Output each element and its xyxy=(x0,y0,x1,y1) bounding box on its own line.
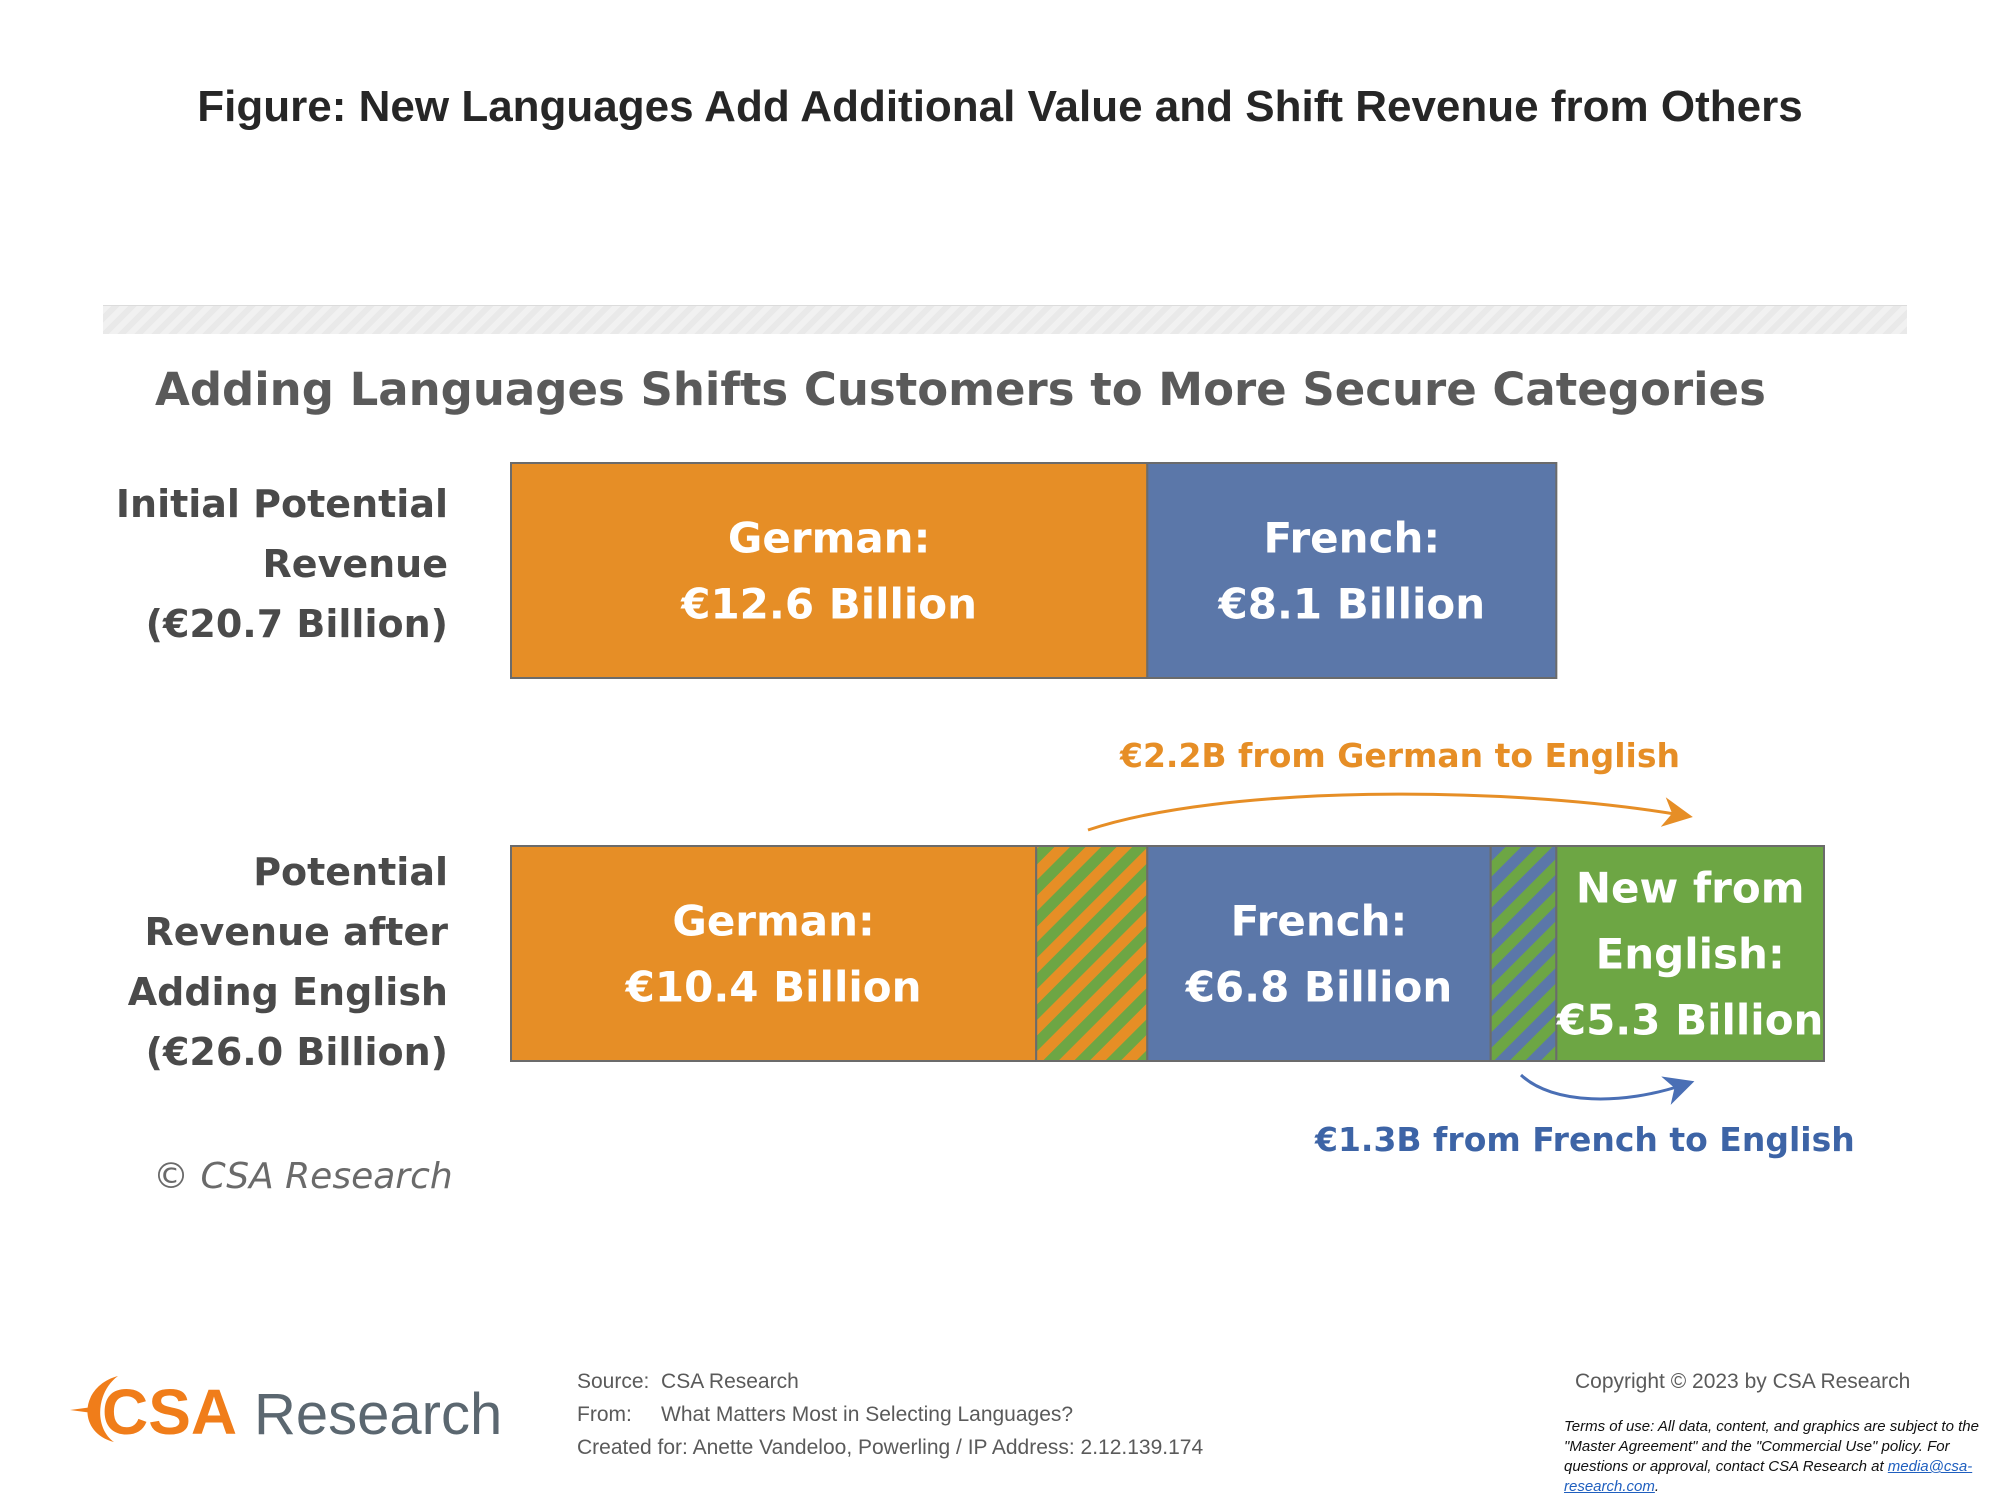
bar-segment xyxy=(1489,845,1558,1062)
logo-research: Research xyxy=(254,1382,502,1447)
segment-label-line: German: xyxy=(728,514,930,563)
from-line: From: What Matters Most in Selecting Lan… xyxy=(577,1403,1073,1427)
german-to-english-arrow xyxy=(1087,792,1693,832)
page-title: Figure: New Languages Add Additional Val… xyxy=(197,82,1803,131)
segment-label-line: New from xyxy=(1576,864,1805,913)
terms-end: . xyxy=(1654,1478,1660,1495)
french-to-english-arrow xyxy=(1519,1073,1695,1105)
bar-segment xyxy=(1146,462,1558,679)
row-label-line: (€20.7 Billion) xyxy=(146,602,448,646)
segment-label-line: English: xyxy=(1596,930,1785,979)
copyright-notice: Copyright © 2023 by CSA Research xyxy=(1575,1370,1911,1393)
bar-segment xyxy=(1035,845,1149,1062)
bar-segment xyxy=(1146,845,1492,1062)
created-line: Created for: Anette Vandeloo, Powerling … xyxy=(577,1436,1203,1460)
segment-labels: German: €12.6 Billion French: €8.1 Billion G… xyxy=(625,514,1824,1045)
segment-label-line: French: xyxy=(1263,514,1440,563)
segment-label-line: French: xyxy=(1231,897,1408,946)
terms-text: Terms of use: All data, content, and gra… xyxy=(1564,1418,1979,1475)
logo-csa: CSA xyxy=(102,1376,237,1448)
chart-title: Adding Languages Shifts Customers to Mor… xyxy=(155,363,1766,416)
row-label-line: Revenue xyxy=(263,542,448,586)
segment-label-line: €10.4 Billion xyxy=(625,963,922,1012)
csa-research-logo: CSA Research xyxy=(70,1376,502,1448)
annotation-german-to-english: €2.2B from German to English xyxy=(1119,736,1680,775)
logo-swoosh-tail-icon xyxy=(70,1406,100,1414)
annotation-french-to-english: €1.3B from French to English xyxy=(1314,1120,1855,1159)
row-labels: Initial Potential Revenue (€20.7 Billion) P… xyxy=(116,482,448,1074)
row-label-line: Potential xyxy=(253,850,448,894)
figure-top-strip xyxy=(103,305,1907,334)
chart-svg: Adding Languages Shifts Customers to Mor… xyxy=(116,363,1855,1197)
from-label: From: xyxy=(577,1403,632,1426)
segment-label-line: German: xyxy=(672,897,874,946)
chart-figure: Adding Languages Shifts Customers to Mor… xyxy=(103,305,1907,1205)
created-label: Created for: xyxy=(577,1436,688,1459)
logo-swoosh-icon xyxy=(87,1376,118,1442)
source-value: CSA Research xyxy=(661,1370,799,1393)
row-label-line: (€26.0 Billion) xyxy=(146,1030,448,1074)
bar-segment xyxy=(510,462,1149,679)
bar-segment xyxy=(510,845,1038,1062)
terms-of-use: Terms of use: All data, content, and gra… xyxy=(1564,1417,1994,1497)
created-value: Anette Vandeloo, Powerling / IP Address:… xyxy=(692,1436,1204,1459)
chart-copyright: © CSA Research xyxy=(153,1156,453,1197)
row-label-line: Revenue after xyxy=(144,910,448,954)
bar-segment xyxy=(1555,845,1825,1062)
source-line: Source: CSA Research xyxy=(577,1370,799,1394)
segment-label-line: €12.6 Billion xyxy=(680,580,977,629)
source-label: Source: xyxy=(577,1370,650,1393)
segment-label-line: €6.8 Billion xyxy=(1185,963,1453,1012)
segment-label-line: €8.1 Billion xyxy=(1218,580,1486,629)
row-label-line: Initial Potential xyxy=(116,482,448,526)
row-label-line: Adding English xyxy=(128,970,448,1014)
bars xyxy=(510,462,1825,1062)
segment-label-line: €5.3 Billion xyxy=(1556,996,1824,1045)
from-value: What Matters Most in Selecting Languages… xyxy=(661,1403,1074,1426)
terms-email-link[interactable]: media@csa-research.com xyxy=(1564,1458,1973,1495)
